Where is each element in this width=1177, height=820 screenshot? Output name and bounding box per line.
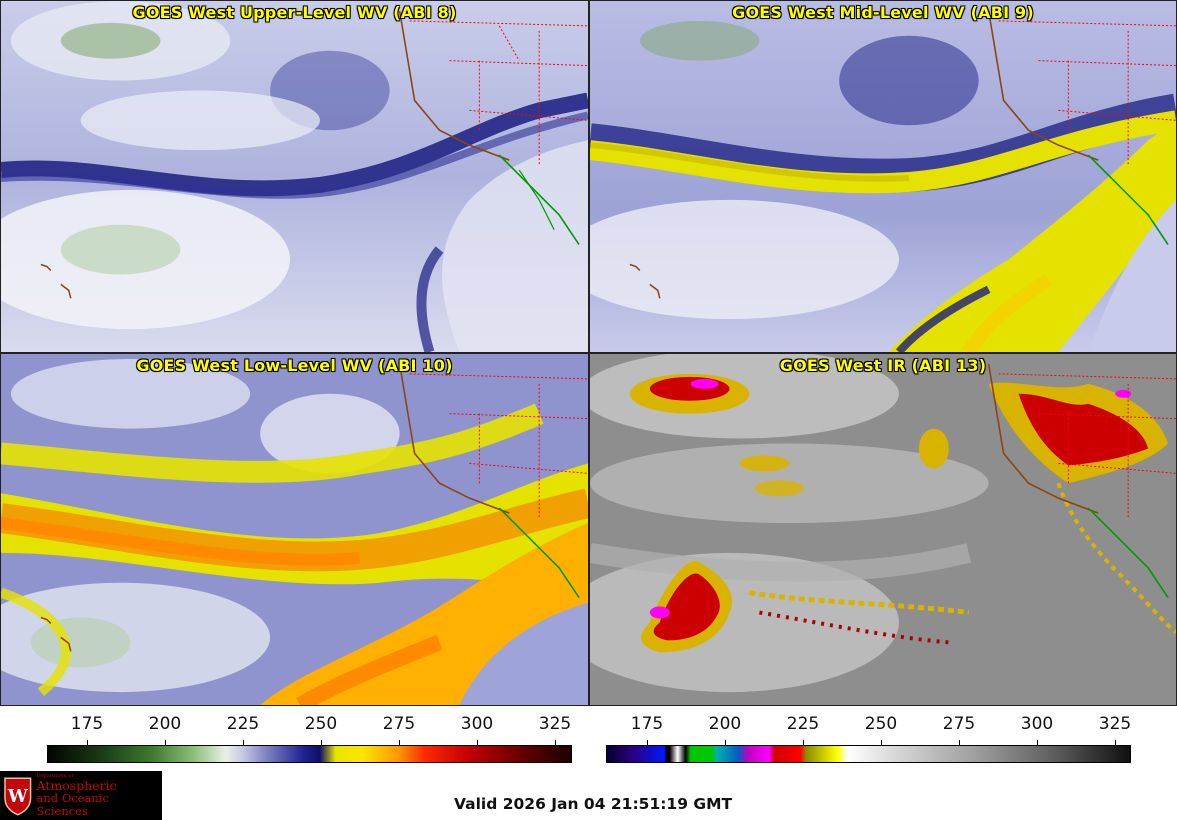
ir-tick-label: 325 (1098, 714, 1132, 734)
ir-tick-label: 275 (942, 714, 976, 734)
logo-name-line2: and Oceanic Sciences (36, 791, 109, 818)
wv-tick (321, 740, 322, 745)
ir-tick (1037, 740, 1038, 745)
panel-low-level-wv: GOES West Low-Level WV (ABI 10) (0, 353, 589, 706)
wv-tick-label: 300 (460, 714, 494, 734)
ir-tick-label: 250 (864, 714, 898, 734)
logo-text: Department of Atmospheric and Oceanic Sc… (37, 773, 162, 818)
ir-tick (647, 740, 648, 745)
panel-upper-level-wv: GOES West Upper-Level WV (ABI 8) (0, 0, 589, 353)
ir-tick-label: 300 (1020, 714, 1054, 734)
wv-tick (243, 740, 244, 745)
ir-tick (725, 740, 726, 745)
wv-tick (87, 740, 88, 745)
panel-mid-level-wv: GOES West Mid-Level WV (ABI 9) (589, 0, 1177, 353)
ir-colorbar-labels: 175 200 225 250 275 300 325 (606, 714, 1131, 736)
panel-ir: GOES West IR (ABI 13) (589, 353, 1177, 706)
upper-level-wv-image (1, 1, 588, 352)
ir-tick (803, 740, 804, 745)
wv-tick-label: 200 (148, 714, 182, 734)
aos-logo[interactable]: W Department of Atmospheric and Oceanic … (0, 771, 162, 820)
panel-title: GOES West Low-Level WV (ABI 10) (136, 356, 453, 375)
wv-tick (399, 740, 400, 745)
ir-tick-label: 200 (708, 714, 742, 734)
ir-tick (959, 740, 960, 745)
ir-tick (1115, 740, 1116, 745)
wv-tick-label: 175 (70, 714, 104, 734)
crest-letter: W (7, 785, 29, 806)
panel-title: GOES West Upper-Level WV (ABI 8) (132, 3, 457, 22)
wv-tick-label: 325 (538, 714, 572, 734)
wv-colorbar-gradient (47, 745, 572, 763)
ir-tick-label: 175 (630, 714, 664, 734)
ir-colorbar: 175 200 225 250 275 300 325 (606, 706, 1131, 766)
uw-crest-icon: W (4, 777, 32, 816)
logo-name-line1: Atmospheric (36, 778, 117, 793)
wv-tick (477, 740, 478, 745)
wv-tick (165, 740, 166, 745)
wv-colorbar-labels: 175 200 225 250 275 300 325 (47, 714, 572, 736)
wv-tick (555, 740, 556, 745)
ir-colorbar-gradient (606, 745, 1131, 763)
wv-tick-label: 250 (304, 714, 338, 734)
mid-level-wv-image (590, 1, 1176, 352)
wv-colorbar: 175 200 225 250 275 300 325 (47, 706, 572, 766)
panel-title: GOES West Mid-Level WV (ABI 9) (732, 3, 1034, 22)
panel-title: GOES West IR (ABI 13) (779, 356, 987, 375)
valid-timestamp: Valid 2026 Jan 04 21:51:19 GMT (454, 795, 733, 813)
low-level-wv-image (1, 354, 588, 705)
ir-tick-label: 225 (786, 714, 820, 734)
ir-tick (881, 740, 882, 745)
wv-tick-label: 275 (382, 714, 416, 734)
logo-dept-line: Department of (36, 773, 74, 779)
ir-image (590, 354, 1176, 705)
wv-tick-label: 225 (226, 714, 260, 734)
